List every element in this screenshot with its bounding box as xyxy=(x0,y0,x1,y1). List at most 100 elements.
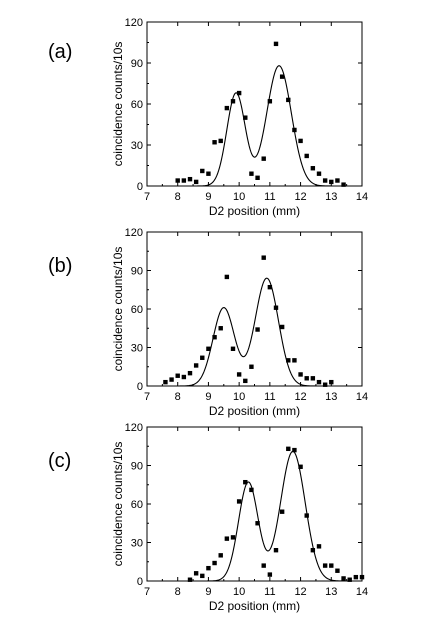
data-point xyxy=(175,373,180,378)
data-point xyxy=(310,548,316,553)
data-point xyxy=(255,327,260,332)
x-tick-label: 8 xyxy=(175,391,181,403)
data-point xyxy=(304,153,309,159)
x-tick-label: 8 xyxy=(175,586,181,598)
data-point xyxy=(286,97,291,103)
data-point xyxy=(329,563,334,568)
y-tick-label: 30 xyxy=(131,343,143,355)
data-point xyxy=(316,379,322,385)
data-point xyxy=(298,464,303,469)
panel-label: (a) xyxy=(48,41,72,63)
data-point xyxy=(236,372,242,377)
data-point xyxy=(322,382,328,387)
data-point xyxy=(273,548,279,553)
data-point xyxy=(163,379,168,385)
data-point xyxy=(298,372,303,377)
data-point xyxy=(279,509,285,514)
y-tick-label: 30 xyxy=(131,140,143,152)
x-tick-label: 12 xyxy=(294,586,306,598)
data-point xyxy=(218,553,223,558)
x-tick-label: 11 xyxy=(264,191,275,203)
data-point xyxy=(224,105,230,111)
fit-curve xyxy=(186,450,362,581)
data-point xyxy=(187,577,193,582)
chart-panel-2: (c) 7 8 9 10 11 12 13 14 0 30 60 90 120 D2 position (m… xyxy=(48,422,368,613)
x-tick-label: 13 xyxy=(325,586,337,598)
data-point xyxy=(175,178,180,183)
data-point xyxy=(347,577,352,582)
data-point xyxy=(187,370,193,376)
data-point xyxy=(341,576,346,581)
x-tick-label: 10 xyxy=(233,586,245,598)
y-tick-label: 0 xyxy=(137,181,143,193)
data-point xyxy=(261,563,266,568)
x-tick-label: 9 xyxy=(205,191,211,203)
x-tick-label: 13 xyxy=(325,391,337,403)
data-point xyxy=(329,379,334,385)
data-point xyxy=(243,115,248,120)
data-point xyxy=(206,346,211,351)
data-point xyxy=(279,74,285,79)
data-point xyxy=(279,324,285,330)
data-point xyxy=(230,99,236,104)
plot-frame xyxy=(146,231,363,387)
data-point xyxy=(255,521,260,526)
data-point xyxy=(249,171,254,176)
data-point xyxy=(206,565,211,571)
data-point xyxy=(249,364,254,369)
plot-frame xyxy=(146,426,363,582)
data-point xyxy=(267,572,273,577)
panel-label: (c) xyxy=(48,450,71,472)
data-point xyxy=(261,156,266,161)
data-point xyxy=(310,376,316,381)
x-tick-label: 12 xyxy=(294,391,306,403)
y-tick-label: 60 xyxy=(131,304,143,316)
data-point xyxy=(212,140,217,145)
data-point xyxy=(292,127,297,133)
data-point xyxy=(359,574,365,580)
x-tick-label: 10 xyxy=(233,391,245,403)
y-tick-label: 120 xyxy=(125,422,143,434)
data-point xyxy=(310,166,316,171)
x-tick-label: 11 xyxy=(264,586,275,598)
data-point xyxy=(169,377,174,382)
data-point xyxy=(206,171,211,176)
x-axis-title: D2 position (mm) xyxy=(209,404,300,418)
data-point xyxy=(212,335,217,340)
data-point xyxy=(230,535,236,540)
data-point xyxy=(286,358,291,363)
y-tick-label: 120 xyxy=(125,227,143,239)
data-point xyxy=(329,179,334,185)
chart-panel-1: (b) 7 8 9 10 11 12 13 14 0 30 60 90 120 D2 position (m… xyxy=(48,227,368,418)
data-point xyxy=(236,90,242,96)
y-axis-title: coincidence counts/10s xyxy=(111,247,125,372)
data-point xyxy=(230,346,236,351)
data-point xyxy=(193,179,199,185)
y-tick-label: 30 xyxy=(131,538,143,550)
data-point xyxy=(243,378,248,384)
data-point xyxy=(267,99,273,104)
panel-label: (b) xyxy=(48,255,72,277)
data-point xyxy=(292,447,297,453)
x-tick-label: 14 xyxy=(356,391,368,403)
data-point xyxy=(316,171,322,176)
plot-frame xyxy=(146,21,363,187)
y-tick-label: 90 xyxy=(131,266,143,278)
data-point xyxy=(298,138,303,144)
x-axis-title: D2 position (mm) xyxy=(209,599,300,613)
fit-curve xyxy=(177,65,344,186)
data-point xyxy=(255,175,260,180)
data-point xyxy=(353,574,359,580)
data-point xyxy=(218,138,223,144)
x-tick-label: 10 xyxy=(233,191,245,203)
data-point xyxy=(212,560,217,566)
data-point xyxy=(200,355,205,360)
chart-panel-0: (a) 7 8 9 10 11 12 13 14 0 30 60 90 120 D2 position (m… xyxy=(48,17,368,218)
data-point xyxy=(261,255,266,260)
x-tick-label: 7 xyxy=(144,391,150,403)
y-axis-title: coincidence counts/10s xyxy=(111,442,125,567)
data-point xyxy=(200,168,205,174)
data-point xyxy=(267,284,273,290)
data-point xyxy=(273,305,279,310)
